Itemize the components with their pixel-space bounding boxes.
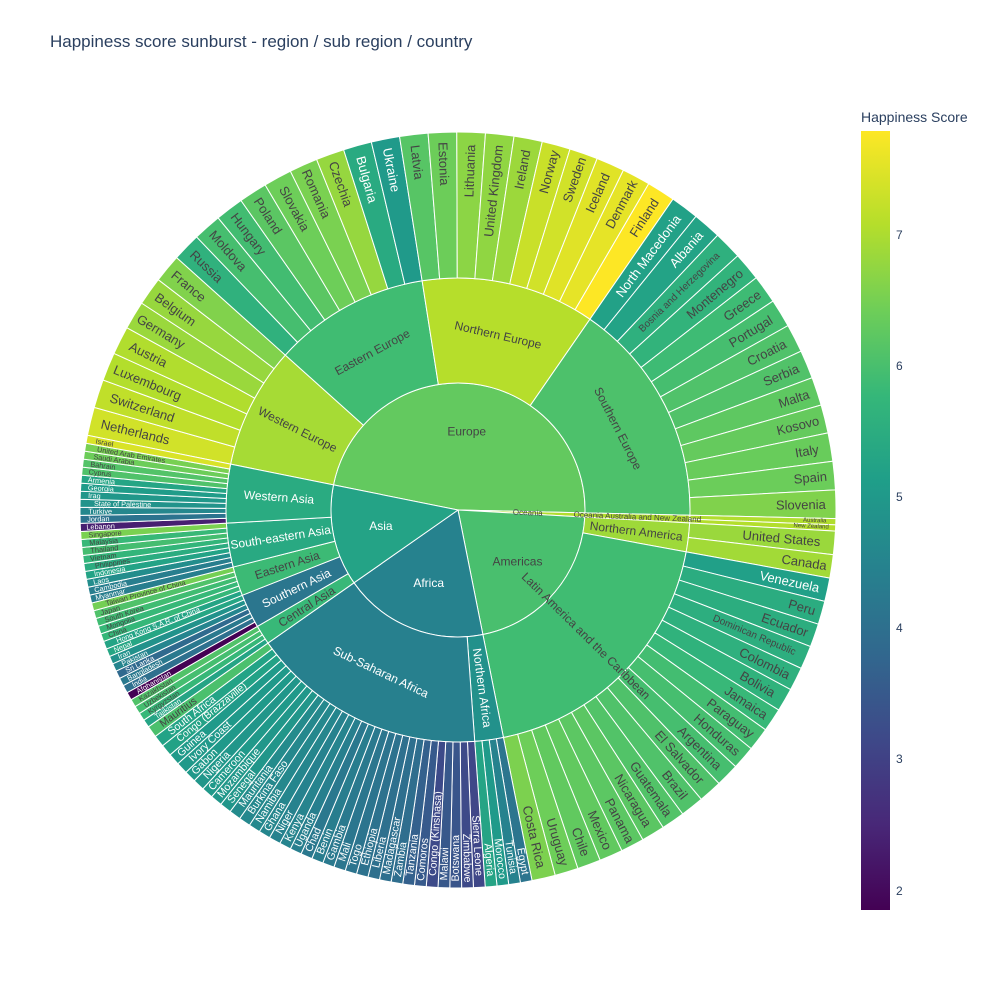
country-label-peru: Peru [787, 596, 818, 618]
colorbar-tick-7: 7 [896, 227, 903, 242]
country-label-georgia: Georgia [88, 483, 115, 494]
chart-title: Happiness score sunburst - region / sub … [50, 32, 473, 51]
country-label-congo-kinshasa: Congo (Kinshasa) [427, 791, 445, 876]
colorbar [861, 131, 890, 910]
country-label-state-of-palestine: State of Palestine [94, 499, 151, 509]
country-label-iraq: Iraq [88, 491, 101, 500]
country-label-laos: Laos [92, 575, 110, 587]
country-label-egypt: Egypt [514, 847, 531, 876]
country-label-mali: Mali [336, 841, 353, 863]
country-label-lebanon: Lebanon [86, 521, 115, 531]
country-label-ireland: Ireland [511, 149, 533, 191]
country-label-australia: Australia [803, 518, 827, 525]
country-label-sierra-leone: Sierra Leone [469, 815, 484, 876]
country-label-thailand: Thailand [90, 543, 119, 555]
region-label-americas: Americas [492, 555, 542, 569]
region-label-europe: Europe [447, 425, 486, 439]
country-label-singapore: Singapore [88, 528, 122, 539]
country-label-canada: Canada [781, 551, 829, 573]
country-label-turkiye: Turkiye [88, 507, 112, 516]
country-label-spain: Spain [793, 469, 827, 487]
country-label-tunisia: Tunisia [502, 840, 519, 875]
country-label-armenia: Armenia [87, 475, 116, 486]
colorbar-tick-4: 4 [896, 621, 903, 636]
country-label-bahrain: Bahrain [90, 460, 116, 472]
country-label-tanzania: Tanzania [404, 833, 421, 877]
country-label-jordan: Jordan [87, 514, 110, 524]
region-label-africa: Africa [413, 576, 444, 590]
country-label-cyprus: Cyprus [88, 467, 112, 478]
country-label-latvia: Latvia [408, 144, 427, 181]
colorbar-title: Happiness Score [861, 109, 968, 125]
colorbar-tick-6: 6 [896, 359, 903, 374]
country-label-comoros: Comoros [415, 837, 431, 881]
country-label-israel: Israel [95, 437, 115, 449]
country-label-zambia: Zambia [392, 841, 410, 878]
country-label-algeria: Algeria [481, 843, 496, 877]
country-label-zimbabwe: Zimbabwe [460, 833, 473, 882]
country-label-vietnam: Vietnam [89, 551, 117, 563]
country-label-new-zealand: New Zealand [793, 523, 829, 531]
country-label-slovenia: Slovenia [776, 497, 827, 513]
country-label-botswana: Botswana [450, 835, 462, 882]
country-label-lithuania: Lithuania [461, 144, 478, 198]
region-label-asia: Asia [369, 519, 393, 533]
country-label-malaysia: Malaysia [89, 536, 119, 548]
colorbar-tick-3: 3 [896, 752, 903, 767]
colorbar-tick-2: 2 [896, 883, 903, 898]
region-label-oceania: Oceania [513, 508, 544, 518]
colorbar-tick-5: 5 [896, 490, 903, 505]
country-label-united-states: United States [742, 527, 822, 549]
country-label-morocco: Morocco [491, 838, 508, 880]
country-label-italy: Italy [794, 442, 821, 461]
country-arc-israel[interactable] [85, 434, 232, 470]
country-label-malawi: Malawi [438, 847, 451, 880]
country-label-estonia: Estonia [435, 142, 452, 187]
subregion-label-western-asia: Western Asia [243, 488, 315, 507]
